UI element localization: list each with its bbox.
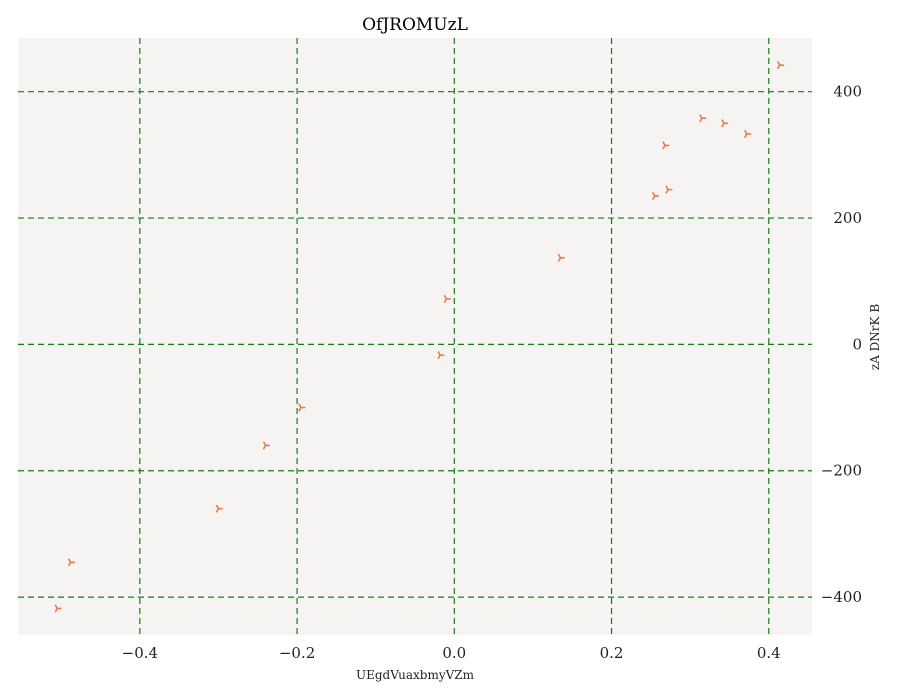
x-tick-label: −0.4 (122, 644, 158, 662)
data-point (665, 185, 673, 194)
plot-area (18, 38, 812, 635)
data-point (215, 504, 223, 513)
data-point (437, 351, 445, 360)
data-point (557, 253, 565, 262)
data-point (68, 558, 76, 567)
data-point (652, 192, 660, 200)
data-points (54, 61, 785, 613)
x-axis-ticks: −0.4 −0.2 0.0 0.2 0.4 (122, 644, 781, 662)
data-point (744, 130, 752, 138)
grid-lines (18, 38, 812, 635)
data-point (777, 61, 785, 70)
y-tick-label: −400 (821, 588, 862, 606)
data-point (263, 441, 271, 450)
x-tick-label: 0.2 (600, 644, 624, 662)
y-tick-label: 200 (833, 209, 862, 227)
data-point (699, 114, 707, 123)
y-tick-label: −200 (821, 462, 862, 480)
y-tick-label: 0 (852, 335, 862, 353)
data-point (54, 604, 62, 613)
x-tick-label: −0.2 (279, 644, 315, 662)
y-axis-label: zA DNrK B (868, 304, 882, 370)
x-tick-label: 0.0 (442, 644, 466, 662)
x-axis-label: UEgdVuaxbmyVZm (356, 668, 475, 682)
data-point (298, 403, 306, 412)
data-point (662, 141, 670, 150)
data-point (443, 294, 451, 303)
data-point (721, 119, 729, 128)
y-axis-ticks: −400 −200 0 200 400 (821, 83, 862, 606)
chart-title: OfJROMUzL (362, 15, 468, 35)
x-tick-label: 0.4 (757, 644, 781, 662)
y-tick-label: 400 (833, 83, 862, 101)
